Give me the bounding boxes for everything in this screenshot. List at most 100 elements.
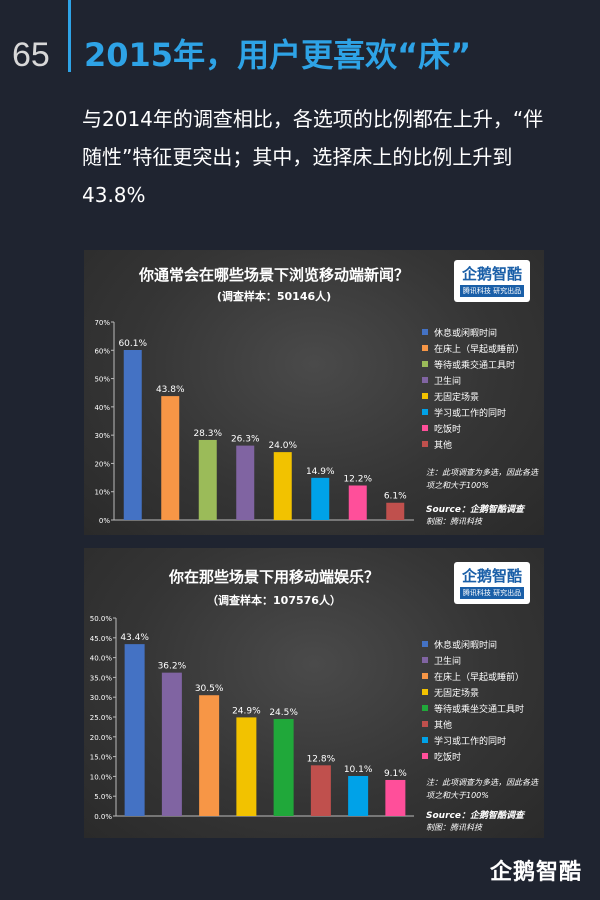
bar-plot: 0.0% 5.0% 10.0% 15.0% 20.0% 25.0% 30.0% 35.0% 40… — [90, 615, 414, 821]
y-tick-label: 0.0% — [94, 813, 112, 821]
bar-value-label: 36.2% — [158, 662, 187, 672]
y-tick-label: 25.0% — [90, 714, 113, 722]
page-number: 65 — [12, 36, 50, 74]
y-tick-label: 20.0% — [90, 734, 113, 742]
y-tick-label: 40% — [94, 404, 110, 412]
bar — [123, 350, 142, 520]
bar-value-label: 28.3% — [193, 429, 222, 439]
bar-value-label: 43.4% — [120, 633, 149, 643]
legend-label: 卫生间 — [434, 656, 462, 667]
y-tick-label: 50% — [94, 376, 110, 384]
bar — [273, 452, 292, 520]
legend-label: 在床上（早起或睡前） — [434, 672, 525, 683]
bar-value-label: 24.0% — [268, 441, 297, 451]
y-tick-label: 5.0% — [94, 793, 112, 801]
page-title: 2015年，用户更喜欢“床” — [84, 36, 472, 74]
legend-entry: 在床上（早起或睡前） — [422, 668, 524, 684]
legend-label: 学习或工作的同时 — [434, 736, 507, 747]
legend-swatch — [422, 657, 428, 663]
y-tick-label: 40.0% — [90, 655, 113, 663]
legend-entry: 休息或闲暇时间 — [422, 324, 524, 340]
legend-swatch — [422, 673, 428, 679]
brand-logo: 企鹅智酷 腾讯科技 研究出品 — [454, 260, 530, 302]
logo-tagline: 腾讯科技 研究出品 — [460, 587, 524, 599]
y-tick-label: 60% — [94, 347, 110, 355]
bar-value-label: 26.3% — [231, 435, 260, 445]
legend-swatch — [422, 753, 428, 759]
bar — [385, 779, 406, 816]
logo-text: 企鹅智酷 — [461, 265, 522, 283]
legend-entry: 其他 — [422, 436, 524, 452]
y-tick-label: 70% — [94, 319, 110, 327]
legend-entry: 学习或工作的同时 — [422, 404, 524, 420]
bar-value-label: 12.2% — [343, 474, 372, 484]
logo-text: 企鹅智酷 — [461, 567, 522, 585]
legend-label: 无固定场景 — [434, 392, 480, 403]
bar-value-label: 10.1% — [344, 765, 373, 775]
bar-value-label: 9.1% — [384, 769, 407, 779]
made-by-text: 制图：腾讯科技 — [426, 517, 482, 526]
chart-subtitle: (调查样本：50146人) — [216, 290, 332, 303]
bar — [310, 765, 331, 816]
legend-swatch — [422, 689, 428, 695]
title-accent-bar — [68, 0, 71, 72]
bar-value-label: 24.5% — [269, 708, 298, 718]
bar — [311, 477, 330, 520]
legend-entry: 无固定场景 — [422, 388, 524, 404]
y-tick-label: 35.0% — [90, 674, 113, 682]
chart-legend: 休息或闲暇时间 在床上（早起或睡前） 等待或乘交通工具时 卫生间 无固定场景 学习或工作的… — [422, 324, 524, 452]
logo-tagline: 腾讯科技 研究出品 — [460, 285, 524, 297]
y-tick-label: 45.0% — [90, 635, 113, 643]
y-tick-label: 15.0% — [90, 754, 113, 762]
chart-note: 注：此项调查为多选，因此各选项之和大于100% — [426, 468, 538, 490]
legend-label: 无固定场景 — [434, 688, 480, 699]
legend-swatch — [422, 361, 428, 367]
legend-entry: 吃饭时 — [422, 420, 524, 436]
bar-value-label: 60.1% — [118, 339, 147, 349]
bar — [386, 502, 405, 520]
legend-swatch — [422, 409, 428, 415]
bar-value-label: 24.9% — [232, 706, 261, 716]
legend-entry: 卫生间 — [422, 372, 524, 388]
bar — [161, 396, 180, 520]
legend-swatch — [422, 377, 428, 383]
y-tick-label: 20% — [94, 460, 110, 468]
y-tick-label: 0% — [99, 517, 110, 525]
bar — [236, 445, 255, 520]
bar — [124, 644, 145, 816]
made-by-text: 制图：腾讯科技 — [426, 823, 482, 832]
y-tick-label: 10.0% — [90, 773, 113, 781]
bar-value-label: 12.8% — [307, 754, 336, 764]
bar — [348, 776, 369, 816]
legend-entry: 卫生间 — [422, 652, 524, 668]
chart-title: 你在那些场景下用移动端娱乐？ — [168, 568, 379, 586]
legend-entry: 等待或乘交通工具时 — [422, 356, 524, 372]
bar — [236, 717, 257, 816]
legend-label: 其他 — [434, 440, 453, 451]
y-tick-label: 30.0% — [90, 694, 113, 702]
y-tick-label: 10% — [94, 489, 110, 497]
legend-swatch — [422, 393, 428, 399]
bar-plot: 0% 10% 20% 30% 40% 50% 60% 70% 60.1% 43.8% 28.3% 26… — [94, 319, 414, 525]
legend-swatch — [422, 721, 428, 727]
legend-swatch — [422, 737, 428, 743]
legend-swatch — [422, 441, 428, 447]
legend-entry: 无固定场景 — [422, 684, 524, 700]
source-text: Source：企鹅智酷调查 — [426, 505, 524, 515]
chart-source: Source：企鹅智酷调查 制图：腾讯科技 — [426, 504, 524, 528]
legend-entry: 吃饭时 — [422, 748, 524, 764]
legend-label: 吃饭时 — [434, 752, 462, 763]
bar — [199, 695, 220, 816]
legend-label: 其他 — [434, 720, 453, 731]
legend-swatch — [422, 641, 428, 647]
bar — [348, 485, 367, 520]
bar — [161, 672, 182, 816]
legend-swatch — [422, 345, 428, 351]
footer-logo: 企鹅智酷 — [489, 860, 582, 885]
y-tick-label: 50.0% — [90, 615, 113, 623]
bar — [273, 718, 294, 816]
legend-label: 学习或工作的同时 — [434, 408, 507, 419]
chart-legend: 休息或闲暇时间 卫生间 在床上（早起或睡前） 无固定场景 等待或乘坐交通工具时 其他 学习或… — [422, 636, 524, 764]
chart-subtitle: （调查样本：107576人） — [207, 594, 341, 607]
legend-swatch — [422, 329, 428, 335]
